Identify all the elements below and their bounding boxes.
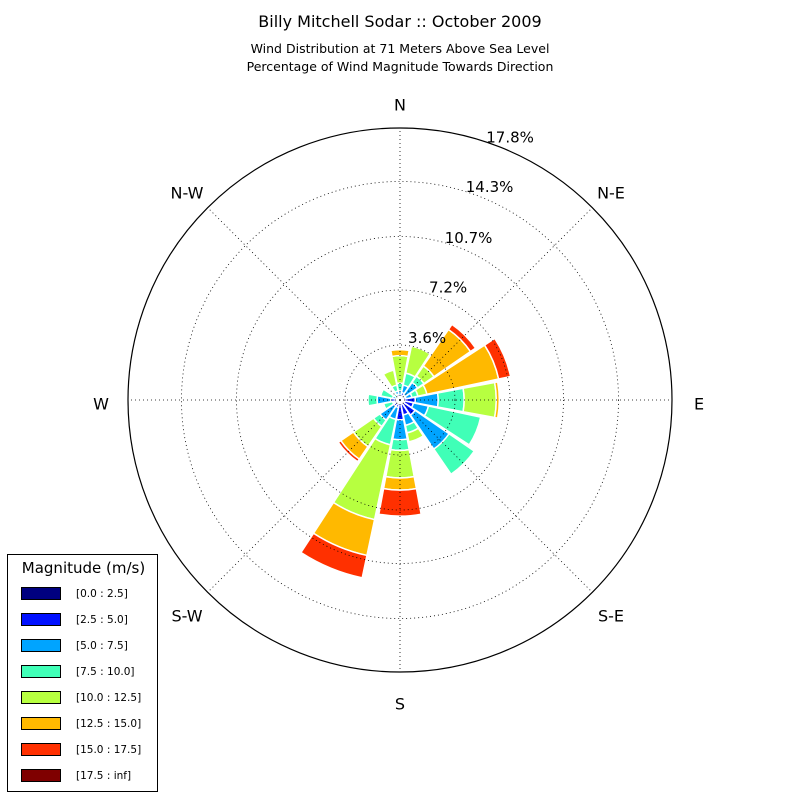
sector-dir337.5-bin4 — [382, 369, 398, 389]
legend-label: [15.0 : 17.5] — [76, 744, 142, 756]
legend-swatch — [21, 613, 61, 626]
direction-label-s-e: S-E — [598, 607, 624, 626]
grid-circle — [344, 344, 456, 456]
sector-dir270-bin3 — [367, 393, 379, 407]
legend-label: [17.5 : inf] — [76, 770, 132, 782]
legend-label: [7.5 : 10.0] — [76, 666, 135, 678]
sector-dir180-bin6 — [377, 487, 423, 517]
sector-dir112.5-bin3 — [423, 405, 482, 446]
legend-item: [5.0 : 7.5] — [21, 639, 151, 653]
legend-item: [0.0 : 2.5] — [21, 587, 151, 601]
grid-circle — [181, 181, 619, 619]
grid-circle — [236, 236, 564, 564]
direction-label-n: N — [394, 96, 406, 115]
legend-swatch — [21, 665, 61, 678]
rose-labels: N N-E E S-E S S-W W N-W 3.6% 7.2% 10.7% 14.3% 17.8% — [93, 96, 704, 714]
radial-tick-label: 14.3% — [466, 178, 514, 196]
grid-spoke — [207, 207, 401, 401]
direction-label-s-w: S-W — [171, 607, 202, 626]
sector-dir0-bin5 — [389, 348, 411, 358]
sector-dir292.5-bin4 — [378, 387, 385, 397]
legend-label: [0.0 : 2.5] — [76, 588, 128, 600]
radial-tick-label: 17.8% — [486, 129, 534, 147]
legend-swatch — [21, 717, 61, 730]
sector-dir45-bin6 — [447, 323, 477, 353]
legend-item: [7.5 : 10.0] — [21, 665, 151, 679]
radial-tick-label: 3.6% — [408, 329, 446, 347]
legend-swatch — [21, 639, 61, 652]
direction-label-n-e: N-E — [597, 184, 625, 203]
legend-item: [15.0 : 17.5] — [21, 743, 151, 757]
sector-dir202.5-bin6 — [299, 532, 368, 579]
legend: Magnitude (m/s) [0.0 : 2.5] [2.5 : 5.0] [5… — [7, 554, 158, 792]
legend-item: [17.5 : inf] — [21, 769, 151, 783]
sector-dir67.5-bin6 — [483, 337, 512, 380]
rose-grid — [127, 127, 673, 673]
legend-label: [2.5 : 5.0] — [76, 614, 128, 626]
chart-subtitle-line1: Wind Distribution at 71 Meters Above Sea… — [250, 41, 550, 56]
direction-label-n-w: N-W — [171, 184, 204, 203]
direction-label-w: W — [93, 395, 109, 414]
chart-title: Billy Mitchell Sodar :: October 2009 — [258, 12, 542, 31]
rose-sectors — [299, 323, 512, 579]
outer-circle — [127, 127, 673, 673]
direction-label-e: E — [694, 395, 704, 414]
chart-subtitle-line2: Percentage of Wind Magnitude Towards Dir… — [246, 59, 554, 74]
legend-item: [2.5 : 5.0] — [21, 613, 151, 627]
legend-swatch — [21, 769, 61, 782]
radial-tick-label: 7.2% — [429, 278, 467, 296]
legend-swatch — [21, 743, 61, 756]
legend-swatch — [21, 587, 61, 600]
radial-tick-label: 10.7% — [445, 229, 493, 247]
legend-label: [12.5 : 15.0] — [76, 718, 142, 730]
legend-label: [10.0 : 12.5] — [76, 692, 142, 704]
legend-title: Magnitude (m/s) — [21, 559, 146, 577]
legend-item: [10.0 : 12.5] — [21, 691, 151, 705]
legend-item: [12.5 : 15.0] — [21, 717, 151, 731]
legend-label: [5.0 : 7.5] — [76, 640, 128, 652]
direction-label-s: S — [395, 695, 405, 714]
grid-circle — [289, 289, 511, 511]
legend-swatch — [21, 691, 61, 704]
grid-spoke — [399, 399, 593, 593]
sector-dir157.5-bin4 — [406, 427, 425, 443]
